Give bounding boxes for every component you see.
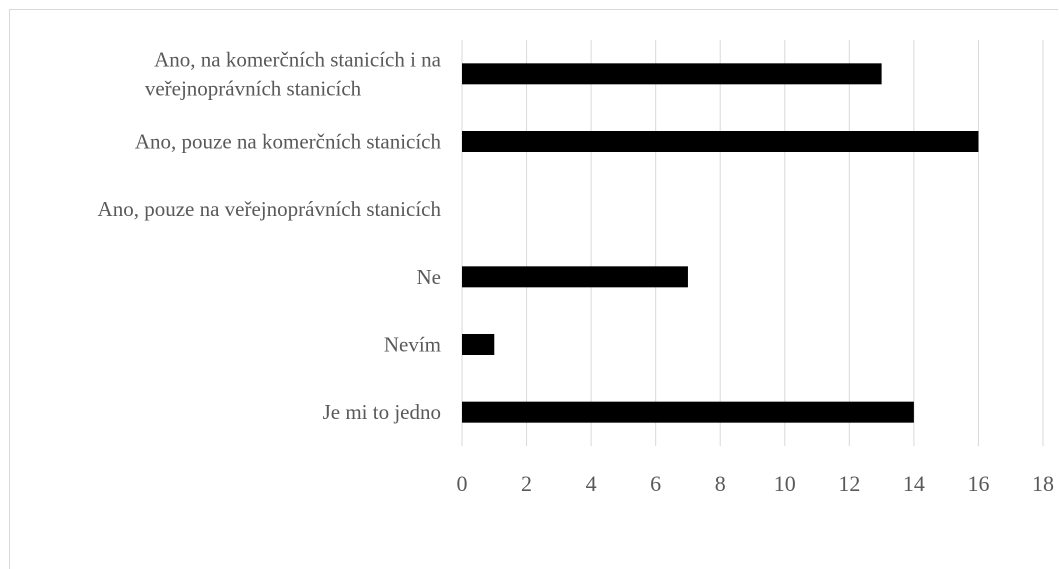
bar <box>462 334 495 355</box>
category-label: Ano, pouze na komerčních stanicích <box>135 130 442 154</box>
x-axis-tick-labels: 0 2 4 6 8 10 12 14 16 18 <box>457 471 1055 496</box>
category-label: Ano, pouze na veřejnoprávních stanicích <box>98 197 442 221</box>
category-label: Ne <box>417 265 442 289</box>
category-label: veřejnoprávních stanicích <box>145 76 362 100</box>
chart-frame <box>9 9 1058 569</box>
bar <box>462 63 882 85</box>
bars <box>462 63 979 423</box>
x-tick-label: 12 <box>838 471 860 496</box>
x-tick-label: 0 <box>457 471 468 496</box>
x-tick-label: 8 <box>715 471 726 496</box>
category-label: Nevím <box>384 333 441 357</box>
x-tick-label: 16 <box>967 471 989 496</box>
x-tick-label: 4 <box>586 471 597 496</box>
category-label: Je mi to jedno <box>323 400 441 424</box>
x-tick-label: 18 <box>1032 471 1054 496</box>
category-labels: Ano, na komerčních stanicích i na veřejno… <box>98 47 442 424</box>
bar <box>462 131 979 152</box>
x-tick-label: 14 <box>903 471 925 496</box>
x-tick-label: 10 <box>774 471 796 496</box>
x-tick-label: 6 <box>650 471 661 496</box>
bar <box>462 401 914 423</box>
bar <box>462 266 688 288</box>
category-label: Ano, na komerčních stanicích i na <box>154 47 442 71</box>
x-tick-label: 2 <box>521 471 532 496</box>
gridlines <box>461 40 1044 446</box>
